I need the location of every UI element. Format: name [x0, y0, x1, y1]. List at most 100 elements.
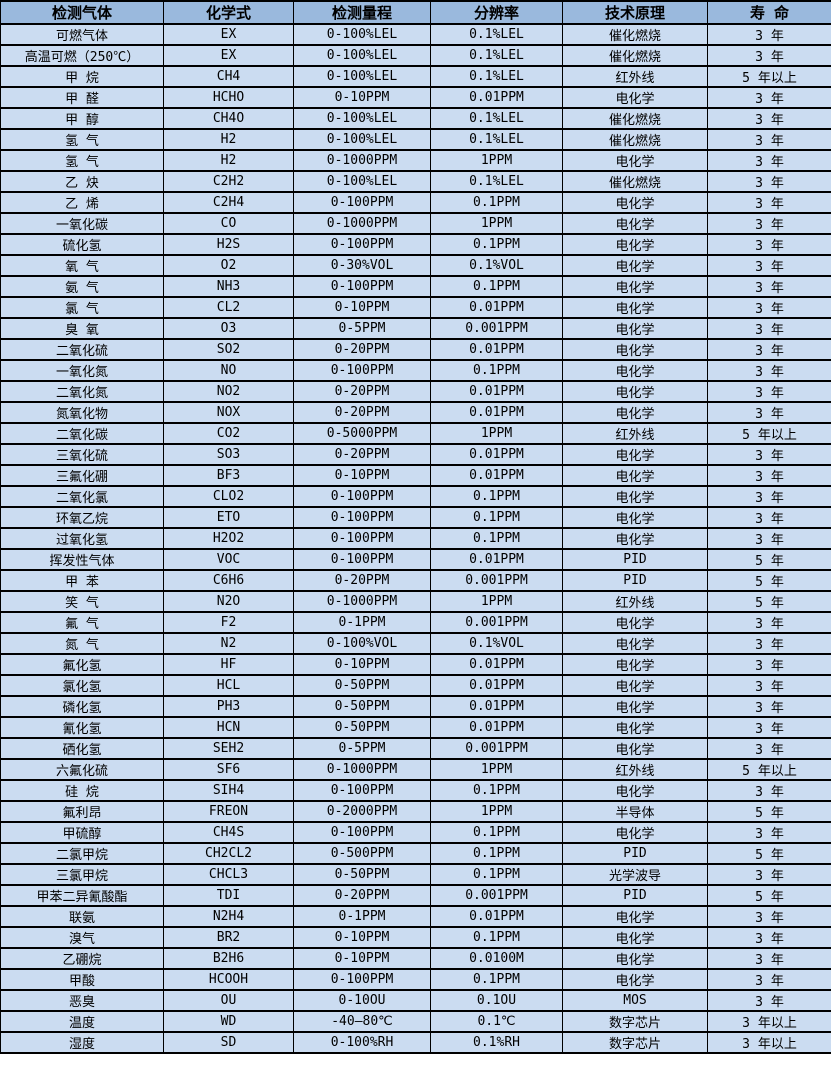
cell-range: 0-20PPM	[293, 338, 431, 361]
cell-formula: TDI	[163, 884, 294, 907]
table-row: 三氧化硫 SO3 0-20PPM 0.01PPM 电化学 3 年	[0, 443, 831, 466]
cell-range: 0-1000PPM	[293, 149, 431, 172]
table-row: 二氧化硫 SO2 0-20PPM 0.01PPM 电化学 3 年	[0, 338, 831, 361]
cell-gas: 乙 烯	[0, 191, 164, 214]
cell-principle: 电化学	[562, 254, 708, 277]
cell-resolution: 0.1%LEL	[430, 170, 563, 193]
cell-range: 0-10PPM	[293, 86, 431, 109]
cell-principle: 电化学	[562, 359, 708, 382]
table-row: 笑 气 N2O 0-1000PPM 1PPM 红外线 5 年	[0, 590, 831, 613]
cell-formula: F2	[163, 611, 294, 634]
cell-formula: HF	[163, 653, 294, 676]
cell-gas: 氮 气	[0, 632, 164, 655]
cell-formula: N2	[163, 632, 294, 655]
cell-resolution: 0.01PPM	[430, 443, 563, 466]
cell-gas: 乙 炔	[0, 170, 164, 193]
table-row: 二氧化氯 CLO2 0-100PPM 0.1PPM 电化学 3 年	[0, 485, 831, 508]
cell-formula: FREON	[163, 800, 294, 823]
cell-resolution: 0.1%LEL	[430, 107, 563, 130]
cell-formula: O2	[163, 254, 294, 277]
table-row: 恶臭 OU 0-10OU 0.1OU MOS 3 年	[0, 989, 831, 1012]
cell-lifetime: 3 年	[707, 296, 831, 319]
cell-formula: H2O2	[163, 527, 294, 550]
cell-resolution: 0.1PPM	[430, 779, 563, 802]
cell-gas: 氢 气	[0, 128, 164, 151]
cell-range: 0-100%RH	[293, 1031, 431, 1054]
cell-range: 0-20PPM	[293, 443, 431, 466]
cell-lifetime: 5 年	[707, 548, 831, 571]
cell-range: 0-20PPM	[293, 380, 431, 403]
cell-gas: 二氧化氯	[0, 485, 164, 508]
cell-lifetime: 3 年	[707, 359, 831, 382]
cell-gas: 氮氧化物	[0, 401, 164, 424]
cell-gas: 二氯甲烷	[0, 842, 164, 865]
cell-formula: CO2	[163, 422, 294, 445]
cell-range: 0-10PPM	[293, 947, 431, 970]
cell-resolution: 0.1OU	[430, 989, 563, 1012]
cell-gas: 氨 气	[0, 275, 164, 298]
cell-principle: PID	[562, 842, 708, 865]
cell-formula: CO	[163, 212, 294, 235]
table-row: 联氨 N2H4 0-1PPM 0.01PPM 电化学 3 年	[0, 905, 831, 928]
cell-resolution: 0.0100M	[430, 947, 563, 970]
cell-principle: 电化学	[562, 296, 708, 319]
cell-lifetime: 5 年	[707, 590, 831, 613]
cell-formula: NO	[163, 359, 294, 382]
cell-principle: 电化学	[562, 317, 708, 340]
cell-principle: PID	[562, 569, 708, 592]
cell-gas: 氟化氢	[0, 653, 164, 676]
cell-resolution: 0.01PPM	[430, 401, 563, 424]
cell-formula: NH3	[163, 275, 294, 298]
cell-formula: HCN	[163, 716, 294, 739]
column-header-resolution: 分辨率	[430, 0, 563, 25]
cell-principle: 电化学	[562, 779, 708, 802]
cell-lifetime: 3 年	[707, 380, 831, 403]
cell-principle: 催化燃烧	[562, 23, 708, 46]
cell-formula: H2	[163, 149, 294, 172]
table-header: 检测气体 化学式 检测量程 分辨率 技术原理 寿 命	[0, 0, 831, 25]
cell-principle: 红外线	[562, 65, 708, 88]
cell-range: 0-100PPM	[293, 779, 431, 802]
table-row: 氯 气 CL2 0-10PPM 0.01PPM 电化学 3 年	[0, 296, 831, 319]
cell-lifetime: 3 年	[707, 338, 831, 361]
cell-lifetime: 3 年	[707, 464, 831, 487]
table-row: 甲苯二异氰酸酯 TDI 0-20PPM 0.001PPM PID 5 年	[0, 884, 831, 907]
cell-principle: 电化学	[562, 737, 708, 760]
cell-resolution: 0.1PPM	[430, 842, 563, 865]
column-header-principle: 技术原理	[562, 0, 708, 25]
table-row: 氧 气 O2 0-30%VOL 0.1%VOL 电化学 3 年	[0, 254, 831, 277]
cell-gas: 氟利昂	[0, 800, 164, 823]
table-row: 可燃气体 EX 0-100%LEL 0.1%LEL 催化燃烧 3 年	[0, 23, 831, 46]
cell-principle: 红外线	[562, 422, 708, 445]
cell-range: 0-30%VOL	[293, 254, 431, 277]
cell-lifetime: 3 年以上	[707, 1010, 831, 1033]
cell-gas: 甲 醇	[0, 107, 164, 130]
cell-lifetime: 3 年	[707, 191, 831, 214]
table-row: 乙 炔 C2H2 0-100%LEL 0.1%LEL 催化燃烧 3 年	[0, 170, 831, 193]
cell-range: 0-100%LEL	[293, 44, 431, 67]
cell-range: 0-50PPM	[293, 695, 431, 718]
column-header-range: 检测量程	[293, 0, 431, 25]
cell-formula: CH2CL2	[163, 842, 294, 865]
table-row: 二氧化碳 CO2 0-5000PPM 1PPM 红外线 5 年以上	[0, 422, 831, 445]
table-row: 二氧化氮 NO2 0-20PPM 0.01PPM 电化学 3 年	[0, 380, 831, 403]
cell-principle: PID	[562, 548, 708, 571]
cell-lifetime: 3 年	[707, 86, 831, 109]
cell-gas: 笑 气	[0, 590, 164, 613]
cell-lifetime: 3 年	[707, 821, 831, 844]
cell-resolution: 0.1PPM	[430, 233, 563, 256]
table-row: 甲 醇 CH4O 0-100%LEL 0.1%LEL 催化燃烧 3 年	[0, 107, 831, 130]
table-row: 氢 气 H2 0-100%LEL 0.1%LEL 催化燃烧 3 年	[0, 128, 831, 151]
cell-range: -40—80℃	[293, 1010, 431, 1033]
table-body: 可燃气体 EX 0-100%LEL 0.1%LEL 催化燃烧 3 年高温可燃（250℃） E…	[0, 23, 831, 1054]
cell-range: 0-5PPM	[293, 317, 431, 340]
table-row: 臭 氧 O3 0-5PPM 0.001PPM 电化学 3 年	[0, 317, 831, 340]
table-row: 氰化氢 HCN 0-50PPM 0.01PPM 电化学 3 年	[0, 716, 831, 739]
cell-range: 0-100PPM	[293, 275, 431, 298]
cell-principle: 电化学	[562, 191, 708, 214]
cell-resolution: 0.1%LEL	[430, 44, 563, 67]
cell-formula: HCL	[163, 674, 294, 697]
cell-resolution: 1PPM	[430, 212, 563, 235]
table-row: 氨 气 NH3 0-100PPM 0.1PPM 电化学 3 年	[0, 275, 831, 298]
cell-gas: 乙硼烷	[0, 947, 164, 970]
